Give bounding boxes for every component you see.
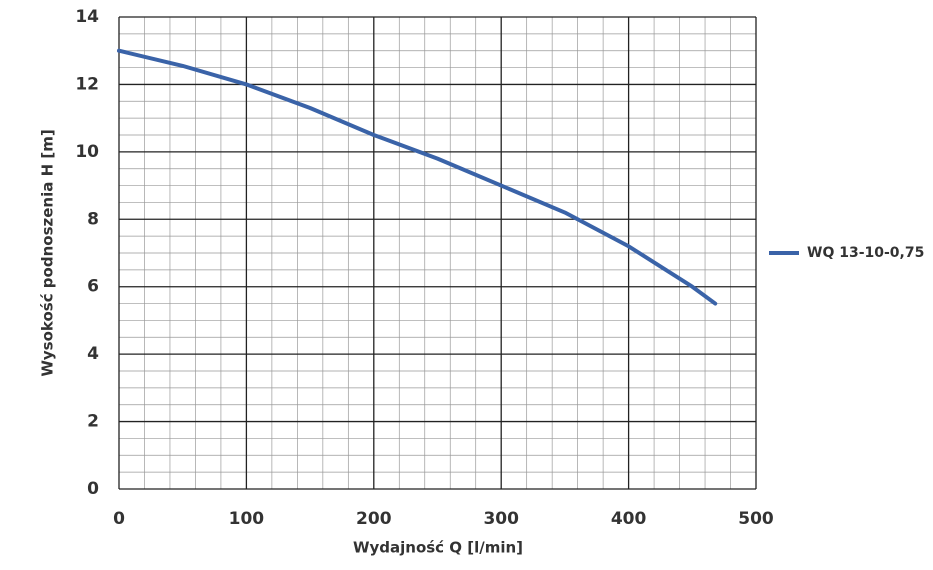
y-tick-label: 14: [75, 7, 99, 27]
y-tick-label: 10: [75, 142, 99, 162]
y-tick-label: 2: [87, 412, 99, 432]
x-tick-label: 100: [229, 509, 265, 529]
y-tick-label: 8: [87, 209, 99, 229]
legend-label: WQ 13-10-0,75: [807, 245, 924, 261]
data-line: [117, 48, 718, 306]
y-tick-label: 6: [87, 277, 99, 297]
y-axis-label: Wysokość podnoszenia H [m]: [39, 129, 57, 376]
y-tick-label: 0: [87, 479, 99, 499]
x-tick-label: 500: [738, 509, 774, 529]
x-tick-label: 400: [611, 509, 647, 529]
x-tick-label: 300: [483, 509, 519, 529]
y-tick-label: 12: [75, 74, 99, 94]
x-tick-label: 200: [356, 509, 392, 529]
x-tick-label: 0: [113, 509, 125, 529]
x-axis-label: Wydajność Q [l/min]: [353, 539, 523, 557]
y-tick-label: 4: [87, 344, 99, 364]
